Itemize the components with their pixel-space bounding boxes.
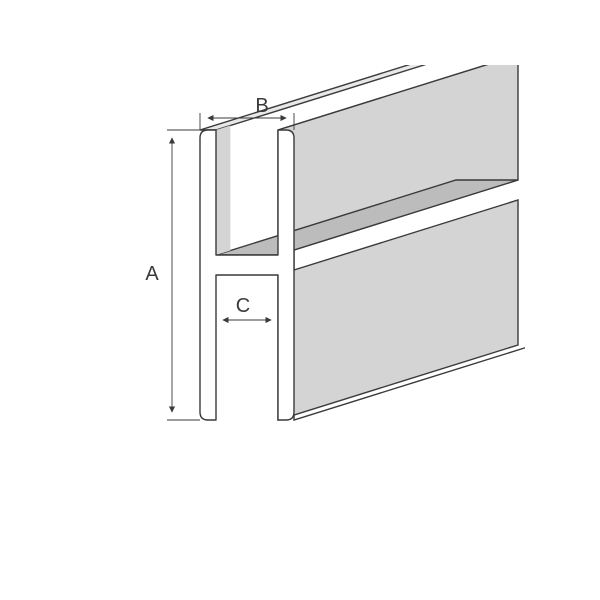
h-profile-diagram: A B C: [0, 0, 600, 600]
dim-label-c: C: [236, 295, 250, 317]
profile-front-face: [200, 130, 294, 420]
dim-label-b: B: [255, 95, 268, 117]
dim-label-a: A: [145, 263, 159, 285]
